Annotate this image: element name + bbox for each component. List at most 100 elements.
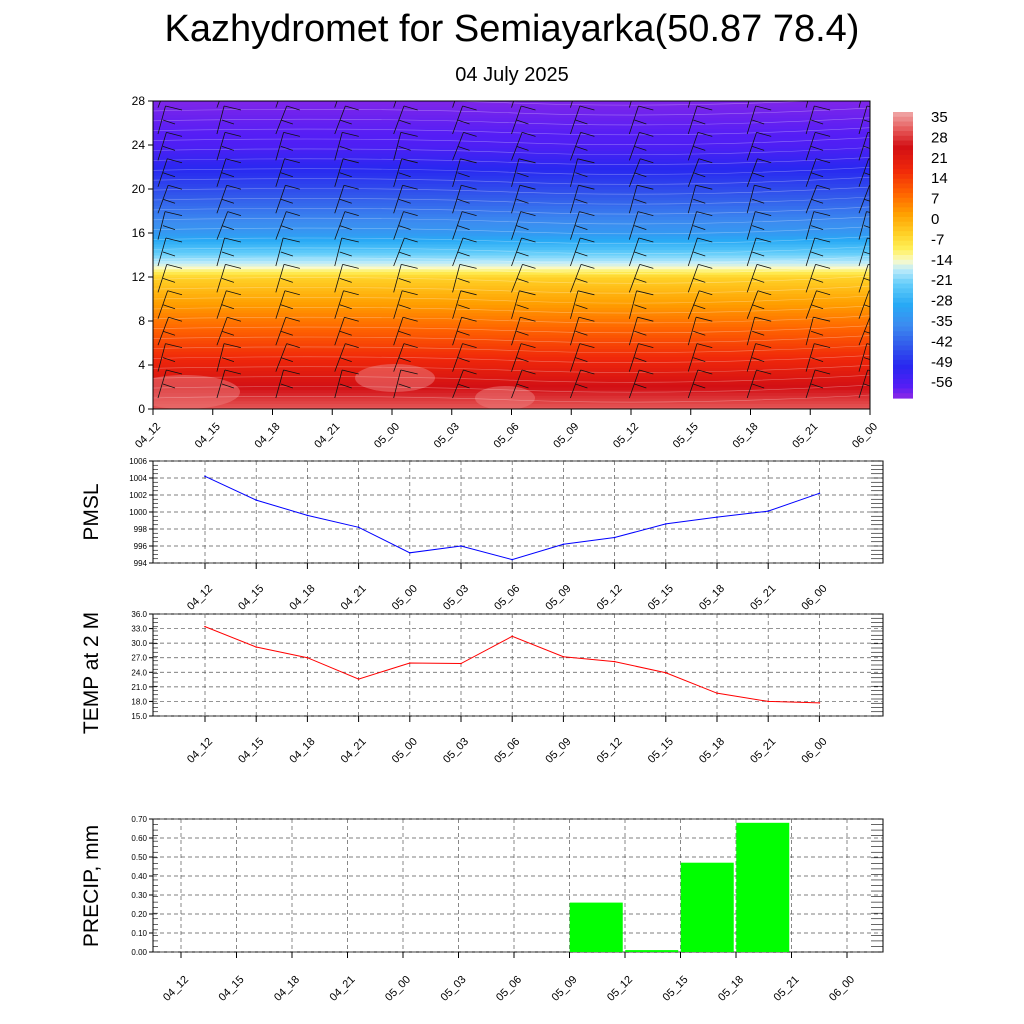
wind-barb xyxy=(275,264,285,293)
wind-barb-flag xyxy=(752,198,765,204)
temperature-band xyxy=(153,268,870,272)
x-tick-label: 06_00 xyxy=(799,583,829,613)
colorbar-label: -56 xyxy=(931,374,953,391)
wind-barb xyxy=(805,369,816,399)
wind-barb xyxy=(628,105,639,135)
wind-barb xyxy=(687,132,699,161)
wind-barb-flag xyxy=(575,357,588,362)
wind-barb-flag xyxy=(402,316,418,322)
wind-barb-flag xyxy=(398,146,411,151)
temperature-band xyxy=(153,298,870,303)
temperature-band xyxy=(153,101,870,105)
data-point xyxy=(357,678,360,680)
temperature-band xyxy=(153,216,870,220)
y-tick-label: 1000 xyxy=(129,508,147,517)
x-tick-label: 05_12 xyxy=(595,583,625,613)
colorbar-swatch xyxy=(893,188,913,194)
temperature-band xyxy=(153,130,870,135)
wind-barb xyxy=(216,290,227,319)
wind-barb xyxy=(805,264,816,293)
colorbar-swatch xyxy=(893,374,913,380)
wind-barb-flag xyxy=(286,343,300,348)
wind-barb xyxy=(157,237,167,267)
precip-bar xyxy=(736,822,790,952)
wind-barb-flag xyxy=(224,237,242,243)
temperature-band xyxy=(153,232,870,237)
wind-barb-flag xyxy=(754,316,772,322)
colorbar-label: 0 xyxy=(931,211,939,228)
data-point xyxy=(716,692,718,694)
temperature-band xyxy=(153,282,870,286)
colorbar-swatch xyxy=(893,345,913,351)
contour-line xyxy=(153,107,870,116)
y-tick-label: 18.0 xyxy=(131,697,147,706)
wind-barb-flag xyxy=(810,357,824,362)
x-tick-label: 04_15 xyxy=(193,421,223,451)
wind-barb-flag xyxy=(521,369,536,375)
temperature-band xyxy=(153,139,870,143)
wind-barb-flag xyxy=(810,172,824,178)
wind-barb xyxy=(628,185,638,214)
wind-barb xyxy=(628,237,640,267)
colorbar-swatch xyxy=(893,159,913,166)
wind-barb-flag xyxy=(404,237,418,243)
y-tick-label: 20 xyxy=(132,182,146,196)
wind-barb-flag xyxy=(863,357,870,361)
colorbar-swatch xyxy=(893,355,913,361)
wind-barb-flag xyxy=(580,132,595,137)
wind-barb-flag xyxy=(578,184,595,190)
wind-barb-flag xyxy=(462,80,477,84)
wind-barb-flag xyxy=(638,80,654,84)
y-tick-label: 15.0 xyxy=(131,712,147,721)
wind-barb xyxy=(805,132,816,161)
wind-barb-flag xyxy=(579,105,595,111)
wind-barb-flag xyxy=(516,304,529,310)
x-tick-label: 05_09 xyxy=(550,974,580,1004)
temperature-band xyxy=(153,238,870,242)
y-tick-label: 12 xyxy=(132,270,146,284)
wind-barb xyxy=(805,211,815,240)
contour-line xyxy=(153,266,870,274)
wind-barb xyxy=(628,211,639,240)
colorbar-swatch xyxy=(893,178,913,185)
wind-barb-flag xyxy=(221,383,235,389)
colorbar-swatch xyxy=(893,336,913,342)
wind-barb xyxy=(511,290,520,319)
wind-barb-flag xyxy=(459,264,477,269)
wind-barb-flag xyxy=(575,383,588,389)
wind-barb-flag xyxy=(816,184,831,190)
data-point xyxy=(204,625,206,628)
wind-barb-flag xyxy=(280,330,293,336)
wind-barb-flag xyxy=(816,290,831,296)
wind-barb-flag xyxy=(634,172,647,178)
colorbar-swatch xyxy=(893,202,913,208)
wind-barb xyxy=(393,369,402,399)
y-tick-label: 4 xyxy=(138,358,145,372)
wind-barb xyxy=(805,158,817,187)
wind-barb xyxy=(687,237,698,267)
wind-barb-flag xyxy=(752,225,765,230)
colorbar-swatch xyxy=(893,274,913,280)
wind-barb-flag xyxy=(863,172,870,176)
wind-barb-flag xyxy=(344,211,359,216)
y-tick-label: 0.20 xyxy=(131,910,147,919)
wind-barb xyxy=(628,343,639,372)
wind-barb-flag xyxy=(752,119,765,125)
temperature-band xyxy=(153,119,870,124)
colorbar-label: -35 xyxy=(931,313,953,330)
wind-barb-flag xyxy=(462,105,477,111)
colorbar-swatch xyxy=(893,288,913,294)
wind-barb-flag xyxy=(221,330,235,336)
colorbar-swatch xyxy=(893,173,913,180)
y-tick-label: 24 xyxy=(132,138,146,152)
wind-barb xyxy=(157,158,168,187)
x-tick-label: 05_06 xyxy=(492,421,522,451)
temperature-band xyxy=(153,326,870,330)
temperature-band xyxy=(153,183,870,187)
y-tick-label: 30.0 xyxy=(131,639,147,648)
temperature-band xyxy=(153,144,870,149)
wind-barb-flag xyxy=(579,343,595,348)
wind-barb xyxy=(858,132,869,161)
wind-barb xyxy=(858,237,868,267)
contour-line xyxy=(153,355,870,363)
